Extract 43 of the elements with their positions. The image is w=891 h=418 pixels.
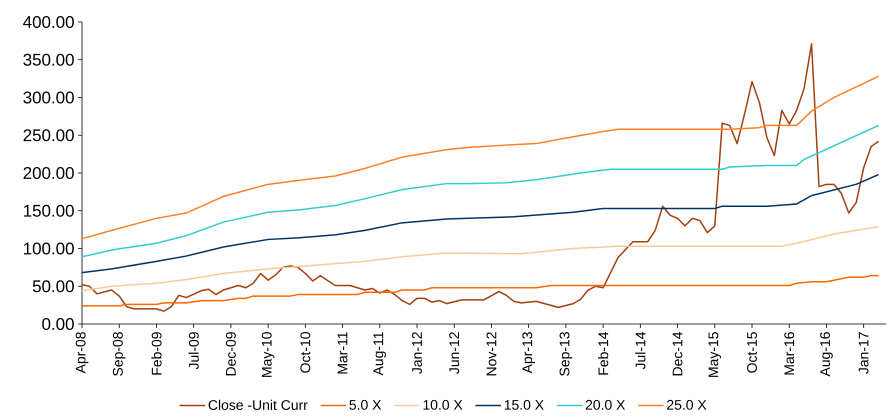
x-tick-label: Jan-17	[858, 332, 869, 374]
x-tick-label: Jun-12	[449, 332, 460, 374]
y-tick-label: 250.00	[24, 129, 74, 142]
y-tick-label: 200.00	[24, 167, 74, 179]
legend-label: 15.0 X	[504, 400, 544, 410]
legend-label: 5.0 X	[349, 400, 382, 410]
x-tick-label: May-10	[262, 332, 274, 377]
x-tick-label: Sep-13	[560, 332, 572, 376]
x-tick-label: Aug-11	[374, 332, 386, 376]
line-series	[81, 274, 880, 307]
legend-label: Close -Unit Curr	[208, 400, 308, 410]
x-tick-label: Mar-11	[338, 332, 348, 374]
x-tick-label: Jan-12	[412, 332, 422, 374]
x-tick-label: Aug-16	[820, 332, 833, 376]
y-tick-label: 350.00	[23, 54, 74, 66]
x-tick-label: Oct-15	[747, 332, 757, 373]
x-tick-label: Apr-08	[76, 332, 88, 374]
line-series	[81, 43, 880, 312]
y-tick-label: 300.00	[23, 92, 74, 104]
x-tick-label: Feb-14	[598, 332, 608, 375]
x-tick-label: Oct-10	[300, 332, 310, 373]
line-series	[81, 226, 880, 292]
legend-label: 20.0 X	[586, 400, 626, 410]
x-tick-label: Dec-14	[672, 332, 682, 376]
x-tick-label: Jul-14	[635, 332, 646, 370]
legend-label: 25.0 X	[667, 400, 706, 410]
legend-label: 10.0 X	[423, 400, 462, 410]
x-tick-label: Apr-13	[522, 332, 535, 374]
y-tick-label: 100.00	[24, 242, 74, 254]
x-tick-label: Dec-09	[226, 332, 236, 376]
x-tick-label: May-15	[708, 332, 722, 377]
x-tick-label: Nov-12	[486, 332, 496, 376]
y-tick-label: 0.00	[42, 318, 74, 330]
x-tick-label: Sep-08	[112, 332, 126, 376]
y-tick-label: 50.00	[32, 280, 74, 292]
x-tick-label: Jul-09	[188, 332, 199, 370]
x-tick-label: Feb-09	[151, 332, 162, 375]
y-tick-label: 400.00	[23, 16, 74, 28]
line-series	[81, 76, 880, 240]
line-series	[81, 124, 880, 258]
line-series	[81, 174, 880, 274]
x-tick-label: Mar-16	[784, 332, 794, 375]
y-tick-label: 150.00	[24, 204, 74, 217]
